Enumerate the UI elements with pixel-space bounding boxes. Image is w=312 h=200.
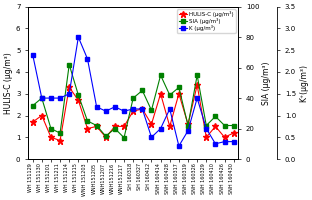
SIA (μg/m³): [140, 89, 144, 92]
HULIS-C (μg/m³): [168, 125, 172, 128]
SIA (μg/m³): [40, 97, 44, 99]
HULIS-C (μg/m³): [104, 136, 108, 138]
K (μg/m³): [195, 97, 199, 99]
K (μg/m³): [149, 136, 153, 138]
HULIS-C (μg/m³): [131, 110, 135, 112]
HULIS-C (μg/m³): [40, 114, 44, 117]
HULIS-C (μg/m³): [223, 136, 227, 138]
HULIS-C (μg/m³): [213, 125, 217, 128]
HULIS-C (μg/m³): [95, 125, 99, 128]
SIA (μg/m³): [213, 115, 217, 118]
K (μg/m³): [168, 108, 172, 110]
K (μg/m³): [40, 97, 44, 99]
SIA (μg/m³): [104, 135, 108, 137]
K (μg/m³): [213, 143, 217, 145]
SIA (μg/m³): [131, 97, 135, 99]
SIA (μg/m³): [204, 124, 208, 127]
SIA (μg/m³): [149, 109, 153, 111]
K (μg/m³): [76, 36, 80, 38]
K (μg/m³): [104, 110, 108, 112]
Y-axis label: K⁺(μg/m³): K⁺(μg/m³): [299, 64, 308, 102]
SIA (μg/m³): [223, 124, 227, 127]
SIA (μg/m³): [195, 74, 199, 76]
SIA (μg/m³): [177, 86, 181, 89]
SIA (μg/m³): [49, 127, 53, 130]
K (μg/m³): [159, 127, 163, 130]
SIA (μg/m³): [95, 124, 99, 127]
K (μg/m³): [223, 140, 227, 143]
HULIS-C (μg/m³): [159, 93, 163, 95]
K (μg/m³): [131, 108, 135, 110]
HULIS-C (μg/m³): [186, 123, 190, 125]
K (μg/m³): [95, 106, 99, 108]
K (μg/m³): [58, 97, 62, 99]
Legend: HULIS-C (μg/m³), SIA (μg/m³), K (μg/m³): HULIS-C (μg/m³), SIA (μg/m³), K (μg/m³): [177, 9, 236, 33]
HULIS-C (μg/m³): [140, 108, 144, 110]
SIA (μg/m³): [31, 105, 35, 107]
HULIS-C (μg/m³): [31, 121, 35, 123]
HULIS-C (μg/m³): [177, 93, 181, 95]
Line: K (μg/m³): K (μg/m³): [30, 35, 236, 148]
Line: SIA (μg/m³): SIA (μg/m³): [30, 62, 236, 140]
HULIS-C (μg/m³): [232, 132, 236, 134]
K (μg/m³): [204, 127, 208, 130]
K (μg/m³): [122, 110, 126, 112]
K (μg/m³): [113, 106, 117, 108]
HULIS-C (μg/m³): [149, 123, 153, 125]
Y-axis label: HULIS-C (μg/m³): HULIS-C (μg/m³): [4, 52, 13, 114]
SIA (μg/m³): [67, 63, 71, 66]
HULIS-C (μg/m³): [113, 125, 117, 128]
K (μg/m³): [232, 140, 236, 143]
SIA (μg/m³): [232, 124, 236, 127]
K (μg/m³): [49, 97, 53, 99]
HULIS-C (μg/m³): [204, 136, 208, 138]
HULIS-C (μg/m³): [122, 125, 126, 128]
SIA (μg/m³): [85, 120, 89, 122]
HULIS-C (μg/m³): [195, 84, 199, 86]
K (μg/m³): [140, 108, 144, 110]
K (μg/m³): [177, 145, 181, 147]
SIA (μg/m³): [186, 124, 190, 127]
K (μg/m³): [67, 93, 71, 95]
K (μg/m³): [186, 130, 190, 132]
SIA (μg/m³): [122, 137, 126, 139]
Y-axis label: SIA (μg/m³): SIA (μg/m³): [262, 61, 271, 105]
K (μg/m³): [85, 58, 89, 60]
K (μg/m³): [31, 53, 35, 56]
SIA (μg/m³): [168, 94, 172, 96]
HULIS-C (μg/m³): [76, 99, 80, 101]
SIA (μg/m³): [113, 127, 117, 130]
Line: HULIS-C (μg/m³): HULIS-C (μg/m³): [29, 82, 237, 144]
SIA (μg/m³): [58, 132, 62, 134]
SIA (μg/m³): [159, 74, 163, 76]
HULIS-C (μg/m³): [58, 139, 62, 142]
HULIS-C (μg/m³): [67, 86, 71, 88]
SIA (μg/m³): [76, 94, 80, 96]
HULIS-C (μg/m³): [49, 136, 53, 138]
HULIS-C (μg/m³): [85, 127, 89, 130]
